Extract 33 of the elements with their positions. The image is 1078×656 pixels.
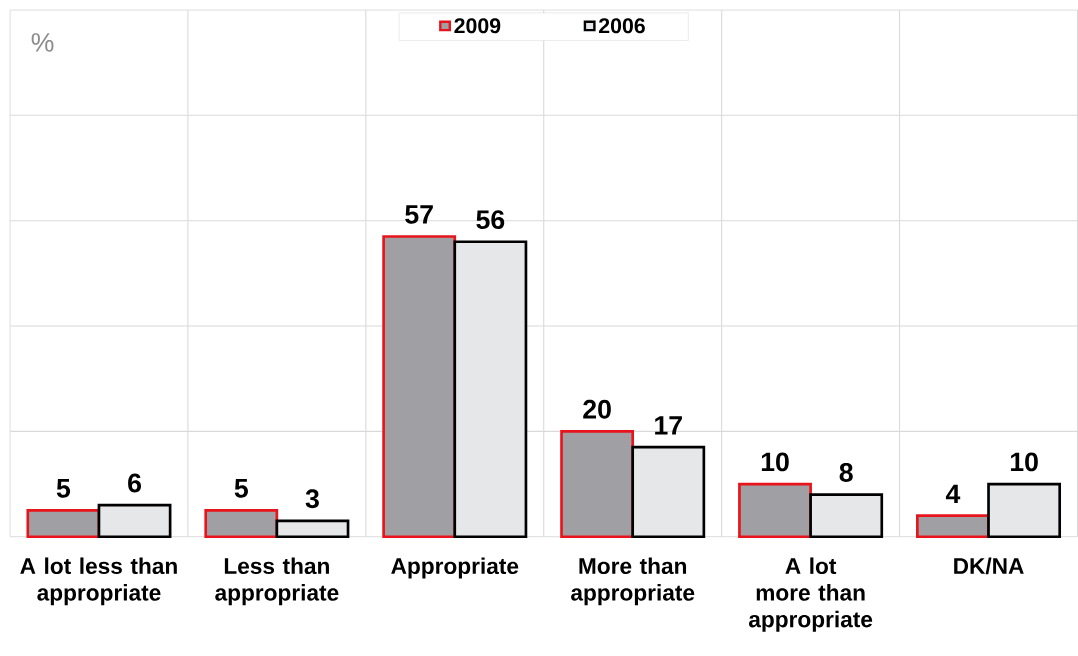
data-label: 10 <box>1010 452 1038 472</box>
x-tick-label: More than appropriate <box>571 557 695 606</box>
bar <box>382 235 457 539</box>
data-label: 20 <box>583 399 611 419</box>
bar <box>560 430 635 539</box>
data-label: 4 <box>945 484 961 504</box>
bar <box>987 482 1062 539</box>
y-axis-title: % <box>31 33 54 52</box>
bar <box>631 446 706 539</box>
bar <box>916 514 990 539</box>
legend-label: 2006 <box>598 18 645 34</box>
data-label: 3 <box>305 489 319 509</box>
data-label: 10 <box>761 452 789 472</box>
bar <box>738 482 812 539</box>
x-tick-label: A lot less than appropriate <box>20 557 177 606</box>
x-tick-label: Appropriate <box>391 557 519 579</box>
bar <box>453 240 528 539</box>
x-tick-label: A lot more than appropriate <box>748 557 873 633</box>
bar <box>809 493 884 539</box>
bar <box>204 509 279 539</box>
bar <box>275 519 350 539</box>
data-label: 6 <box>128 473 141 493</box>
data-label: 5 <box>234 479 248 498</box>
data-label: 17 <box>655 416 682 435</box>
data-label: 5 <box>56 479 71 498</box>
bar <box>97 503 172 539</box>
bar <box>26 509 101 539</box>
x-tick-label: DK/NA <box>954 557 1024 575</box>
legend-label: 2009 <box>454 18 501 34</box>
data-label: 56 <box>476 210 505 230</box>
data-label: 57 <box>405 205 433 224</box>
x-tick-label: Less than appropriate <box>215 557 339 606</box>
data-label: 8 <box>839 463 853 483</box>
